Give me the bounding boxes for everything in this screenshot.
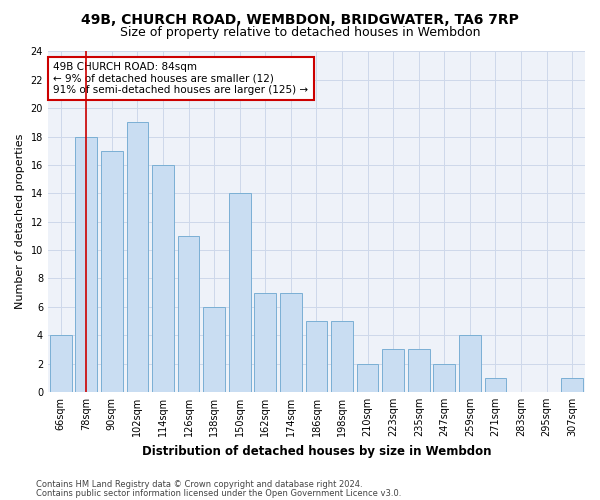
Bar [178, 236, 199, 392]
Text: 49B, CHURCH ROAD, WEMBDON, BRIDGWATER, TA6 7RP: 49B, CHURCH ROAD, WEMBDON, BRIDGWATER, T… [81, 12, 519, 26]
Bar [331, 321, 353, 392]
Text: Contains public sector information licensed under the Open Government Licence v3: Contains public sector information licen… [36, 488, 401, 498]
Bar [357, 364, 379, 392]
Bar [50, 335, 71, 392]
Bar [305, 321, 328, 392]
Text: Size of property relative to detached houses in Wembdon: Size of property relative to detached ho… [120, 26, 480, 39]
Bar [101, 151, 123, 392]
Bar [76, 136, 97, 392]
Bar [485, 378, 506, 392]
Text: 49B CHURCH ROAD: 84sqm
← 9% of detached houses are smaller (12)
91% of semi-deta: 49B CHURCH ROAD: 84sqm ← 9% of detached … [53, 62, 308, 95]
Bar [127, 122, 148, 392]
Bar [382, 350, 404, 392]
Bar [152, 165, 174, 392]
Bar [254, 292, 276, 392]
Bar [203, 307, 225, 392]
Y-axis label: Number of detached properties: Number of detached properties [15, 134, 25, 310]
Bar [408, 350, 430, 392]
Text: Contains HM Land Registry data © Crown copyright and database right 2024.: Contains HM Land Registry data © Crown c… [36, 480, 362, 489]
Bar [280, 292, 302, 392]
X-axis label: Distribution of detached houses by size in Wembdon: Distribution of detached houses by size … [142, 444, 491, 458]
Bar [459, 335, 481, 392]
Bar [229, 194, 251, 392]
Bar [562, 378, 583, 392]
Bar [433, 364, 455, 392]
